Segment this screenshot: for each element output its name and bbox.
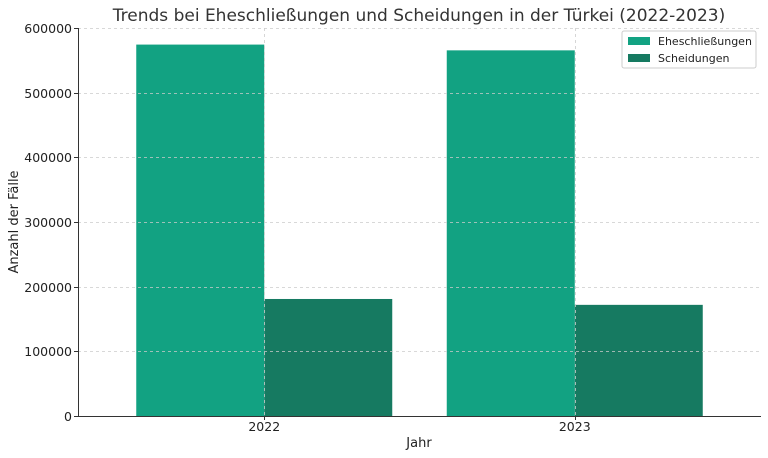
y-axis-label: Anzahl der Fälle	[7, 170, 22, 273]
legend-swatch-scheidungen	[628, 54, 650, 62]
x-tick-label: 2023	[559, 419, 591, 434]
y-tick-label: 100000	[24, 344, 72, 359]
legend-frame	[621, 30, 757, 69]
ticks: 0 100000 200000 300000 400000 500000 600000 202…	[24, 21, 590, 434]
bar-scheidungen-2022	[264, 298, 393, 416]
bar-scheidungen-2023	[574, 304, 703, 416]
bar-eheschliessungen-2022	[136, 44, 265, 417]
bar-eheschliessungen-2023	[446, 50, 575, 417]
legend-label-scheidungen: Scheidungen	[658, 52, 730, 65]
axes	[78, 28, 761, 417]
y-tick-label: 500000	[24, 86, 72, 101]
bars	[136, 44, 703, 417]
legend: Eheschließungen Scheidungen	[621, 30, 757, 69]
y-tick-label: 200000	[24, 280, 72, 295]
legend-label-eheschliessungen: Eheschließungen	[658, 35, 752, 48]
y-tick-label: 300000	[24, 215, 72, 230]
x-tick-label: 2022	[248, 419, 280, 434]
gridlines	[78, 28, 761, 416]
y-tick-label: 400000	[24, 150, 72, 165]
legend-swatch-eheschliessungen	[628, 37, 650, 45]
x-axis-label: Jahr	[405, 436, 432, 451]
chart-title: Trends bei Eheschließungen und Scheidung…	[112, 6, 725, 26]
y-tick-label: 600000	[24, 21, 72, 36]
y-tick-label: 0	[64, 409, 72, 424]
